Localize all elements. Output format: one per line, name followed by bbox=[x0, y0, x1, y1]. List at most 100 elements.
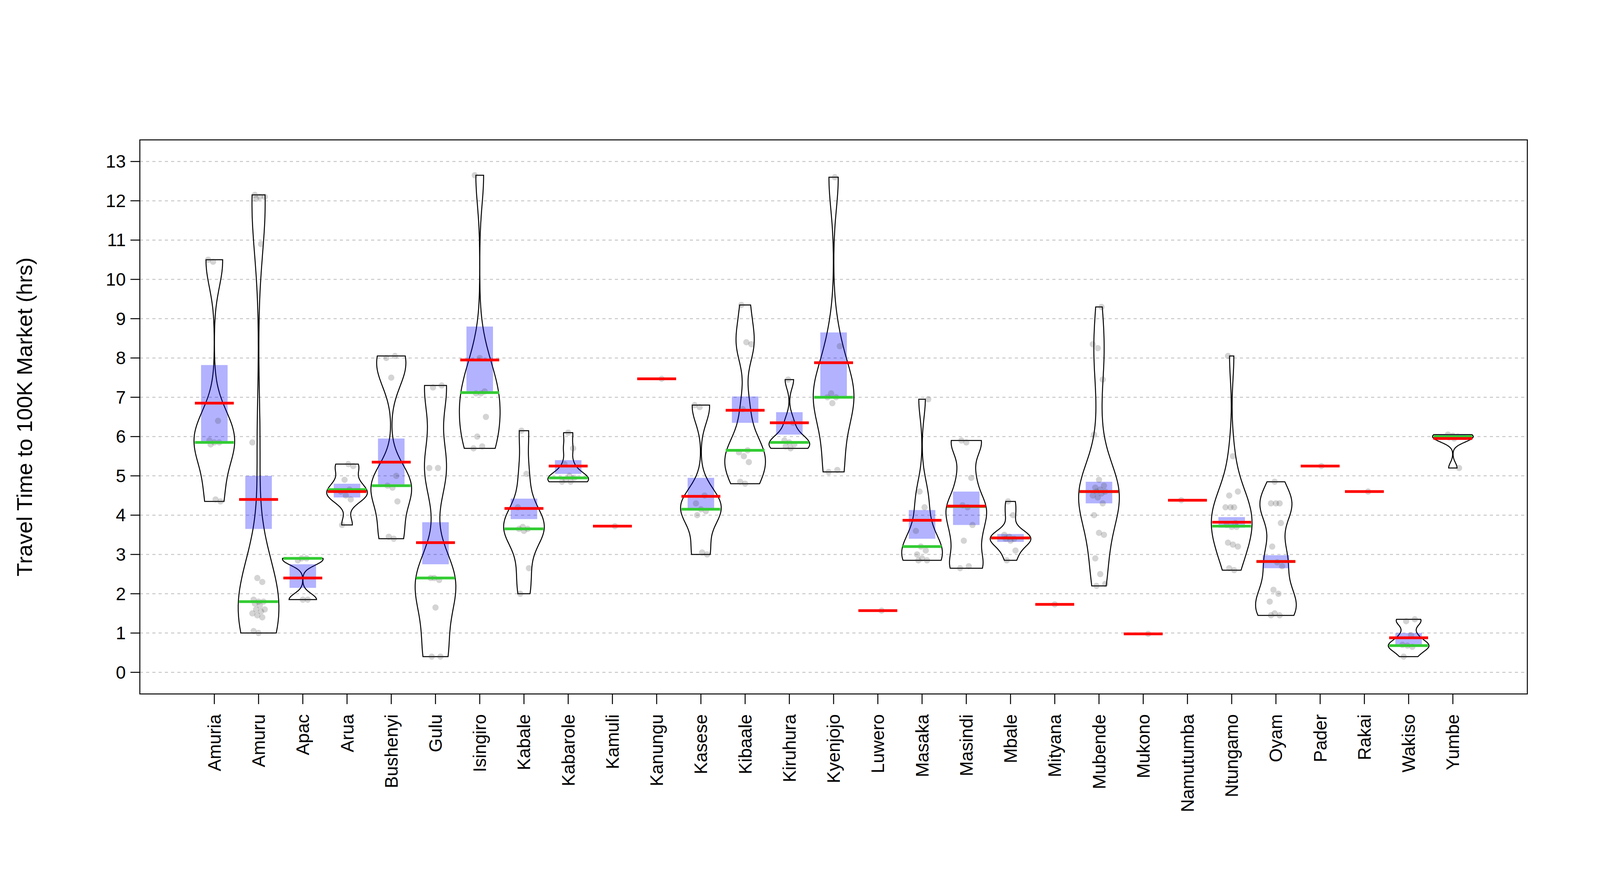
data-point bbox=[1277, 519, 1284, 527]
mean-line bbox=[681, 494, 721, 498]
median-line bbox=[769, 441, 809, 444]
data-point bbox=[1400, 653, 1407, 660]
mean-line bbox=[1300, 464, 1340, 468]
data-point bbox=[217, 498, 224, 505]
data-point bbox=[1091, 511, 1098, 518]
y-tick bbox=[130, 553, 140, 556]
x-tick bbox=[346, 693, 348, 704]
x-tick bbox=[789, 693, 791, 704]
x-tick-label: Mukono bbox=[1133, 714, 1154, 779]
x-tick bbox=[833, 693, 835, 704]
median-line bbox=[1256, 560, 1296, 563]
data-point bbox=[1272, 500, 1279, 507]
grid-line bbox=[139, 317, 1528, 320]
mean-line bbox=[327, 490, 367, 493]
x-tick-label: Amuria bbox=[204, 714, 225, 772]
x-tick bbox=[302, 693, 304, 704]
violin bbox=[282, 558, 324, 600]
data-point bbox=[482, 413, 490, 420]
x-tick-label: Mubende bbox=[1089, 714, 1110, 790]
data-point bbox=[740, 453, 747, 460]
data-point bbox=[558, 478, 566, 485]
data-point bbox=[517, 590, 524, 597]
x-tick-label: Pader bbox=[1310, 714, 1331, 763]
x-tick bbox=[1452, 693, 1454, 704]
violin bbox=[946, 440, 987, 568]
y-tick bbox=[130, 317, 140, 320]
y-tick bbox=[130, 514, 140, 516]
x-tick bbox=[1408, 693, 1410, 704]
x-tick bbox=[965, 693, 967, 704]
x-tick bbox=[612, 693, 614, 704]
data-point bbox=[963, 439, 970, 446]
y-tick bbox=[130, 278, 140, 281]
data-point bbox=[834, 466, 841, 474]
mean-line bbox=[1389, 636, 1429, 640]
x-tick-label: Kabarole bbox=[558, 714, 579, 786]
y-tick bbox=[130, 239, 140, 241]
grid-line bbox=[139, 632, 1528, 634]
grid-line bbox=[139, 671, 1528, 673]
plot-frame bbox=[139, 139, 1528, 694]
x-tick bbox=[877, 693, 879, 704]
data-point bbox=[1230, 566, 1238, 574]
x-tick-label: Kasese bbox=[690, 714, 711, 774]
x-tick-label: Oyam bbox=[1265, 714, 1286, 763]
data-point bbox=[1009, 511, 1017, 518]
x-tick bbox=[1319, 693, 1321, 704]
data-point bbox=[1278, 562, 1286, 570]
data-point bbox=[1267, 612, 1275, 619]
x-tick-label: Gulu bbox=[425, 714, 446, 752]
data-point bbox=[210, 258, 217, 265]
grid-line bbox=[139, 160, 1528, 163]
x-tick bbox=[435, 693, 437, 704]
data-point bbox=[525, 564, 533, 572]
y-tick-label: 0 bbox=[115, 662, 126, 683]
violin bbox=[1255, 481, 1297, 616]
ci-box bbox=[820, 332, 847, 398]
data-point bbox=[1094, 344, 1101, 352]
median-line bbox=[681, 507, 721, 511]
violin bbox=[1078, 306, 1120, 586]
data-point bbox=[738, 301, 745, 308]
x-tick-label: Masaka bbox=[912, 714, 933, 777]
x-tick bbox=[656, 693, 658, 704]
data-point bbox=[1276, 612, 1283, 619]
data-point bbox=[391, 352, 399, 359]
x-tick-label: Yumbe bbox=[1442, 714, 1463, 770]
mean-line bbox=[416, 541, 456, 544]
data-point bbox=[430, 384, 437, 391]
ci-box bbox=[953, 491, 980, 525]
mean-line bbox=[725, 408, 765, 412]
violin bbox=[326, 464, 368, 525]
data-point bbox=[703, 551, 711, 558]
y-tick-label: 10 bbox=[105, 269, 126, 290]
mean-line bbox=[283, 576, 323, 580]
grid-line bbox=[139, 278, 1528, 281]
data-point bbox=[388, 374, 395, 381]
x-tick-label: Kibaale bbox=[735, 714, 756, 774]
data-point bbox=[960, 537, 967, 544]
x-tick bbox=[1010, 693, 1012, 704]
data-point bbox=[1271, 478, 1278, 485]
y-tick-label: 3 bbox=[115, 544, 126, 565]
data-point bbox=[350, 462, 357, 470]
grid-line bbox=[139, 475, 1528, 477]
x-tick-label: Mbale bbox=[1000, 714, 1021, 763]
grid-line bbox=[139, 514, 1528, 516]
data-point bbox=[1012, 547, 1019, 554]
grid-line bbox=[139, 592, 1528, 595]
x-tick-label: Kamuli bbox=[602, 714, 623, 770]
x-tick bbox=[1098, 693, 1100, 704]
violin bbox=[194, 259, 235, 502]
x-tick-label: Rakai bbox=[1354, 714, 1375, 761]
median-line bbox=[814, 395, 854, 399]
x-tick-label: Bushenyi bbox=[381, 714, 402, 788]
y-tick-label: 9 bbox=[115, 308, 126, 329]
y-tick bbox=[130, 160, 140, 163]
x-tick bbox=[567, 693, 569, 704]
mean-line bbox=[814, 361, 854, 365]
data-point bbox=[957, 564, 964, 572]
y-tick bbox=[130, 357, 140, 359]
x-tick-label: Kabale bbox=[513, 714, 534, 770]
